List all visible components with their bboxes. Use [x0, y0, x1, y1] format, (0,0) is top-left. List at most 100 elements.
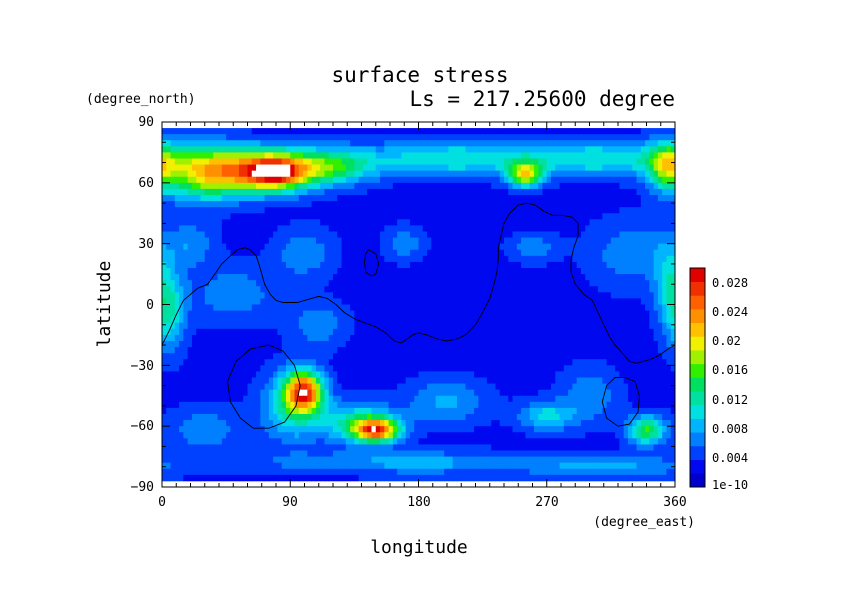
heatmap-cell: [401, 249, 407, 257]
heatmap-cell: [580, 170, 586, 178]
heatmap-cell: [414, 365, 419, 372]
heatmap-cell: [474, 243, 479, 251]
heatmap-cell: [623, 268, 629, 275]
heatmap-cell: [166, 158, 171, 165]
heatmap-cell: [538, 140, 543, 147]
heatmap-cell: [418, 310, 424, 318]
heatmap-cell: [606, 371, 612, 378]
heatmap-cell: [298, 188, 304, 196]
heatmap-cell: [499, 128, 505, 135]
heatmap-cell: [615, 255, 620, 263]
heatmap-cell: [439, 304, 445, 311]
heatmap-cell: [593, 353, 599, 360]
heatmap-cell: [572, 237, 578, 245]
heatmap-cell: [478, 140, 484, 147]
heatmap-cell: [568, 134, 573, 141]
heatmap-cell: [538, 304, 543, 311]
heatmap-cell: [670, 134, 675, 141]
heatmap-cell: [268, 249, 274, 257]
heatmap-cell: [320, 231, 325, 238]
heatmap-cell: [645, 334, 650, 342]
heatmap-cell: [580, 316, 586, 324]
heatmap-cell: [221, 328, 227, 336]
heatmap-cell: [452, 152, 458, 159]
heatmap-cell: [174, 365, 180, 372]
heatmap-cell: [405, 261, 411, 269]
heatmap-cell: [256, 328, 261, 336]
heatmap-cell: [431, 304, 436, 311]
heatmap-cell: [196, 213, 201, 220]
heatmap-cell: [572, 195, 578, 202]
heatmap-cell: [226, 304, 231, 311]
heatmap-cell: [345, 176, 351, 184]
heatmap-cell: [491, 280, 496, 287]
heatmap-cell: [217, 255, 223, 263]
heatmap-cell: [610, 298, 616, 305]
heatmap-cell: [533, 176, 539, 184]
heatmap-cell: [615, 231, 620, 238]
heatmap-cell: [209, 261, 214, 269]
heatmap-cell: [311, 304, 317, 311]
heatmap-cell: [508, 371, 513, 378]
heatmap-cell: [516, 225, 522, 232]
heatmap-cell: [619, 298, 625, 305]
heatmap-cell: [568, 353, 573, 360]
heatmap-cell: [358, 237, 364, 245]
heatmap-cell: [405, 310, 411, 318]
heatmap-cell: [333, 170, 338, 178]
heatmap-cell: [320, 341, 325, 348]
heatmap-cell: [580, 237, 586, 245]
heatmap-cell: [465, 353, 471, 360]
heatmap-cell: [640, 255, 646, 263]
heatmap-cell: [290, 334, 295, 342]
heatmap-cell: [238, 341, 244, 348]
heatmap-cell: [294, 201, 300, 208]
heatmap-cell: [358, 353, 364, 360]
heatmap-cell: [200, 207, 206, 214]
heatmap-cell: [226, 213, 231, 220]
heatmap-cell: [397, 201, 402, 208]
heatmap-cell: [521, 292, 526, 299]
heatmap-cell: [623, 347, 629, 354]
heatmap-cell: [217, 219, 223, 226]
heatmap-cell: [538, 201, 543, 208]
heatmap-cell: [226, 188, 231, 196]
heatmap-cell: [662, 365, 667, 372]
heatmap-cell: [350, 286, 355, 293]
heatmap-cell: [409, 201, 415, 208]
heatmap-cell: [610, 353, 616, 360]
heatmap-cell: [217, 377, 223, 384]
heatmap-cell: [256, 231, 261, 238]
heatmap-cell: [375, 334, 381, 342]
heatmap-cell: [632, 353, 637, 360]
heatmap-cell: [251, 255, 257, 263]
heatmap-cell: [521, 195, 526, 202]
heatmap-cell: [358, 286, 364, 293]
heatmap-cell: [662, 219, 667, 226]
heatmap-cell: [260, 170, 265, 178]
heatmap-cell: [315, 146, 321, 153]
heatmap-cell: [525, 268, 531, 275]
heatmap-cell: [606, 347, 612, 354]
heatmap-cell: [456, 377, 462, 384]
heatmap-cell: [508, 182, 513, 190]
heatmap-cell: [414, 353, 419, 360]
heatmap-cell: [657, 274, 663, 281]
heatmap-cell: [465, 304, 471, 311]
heatmap-cell: [191, 201, 197, 208]
heatmap-cell: [256, 207, 261, 214]
heatmap-cell: [315, 280, 321, 287]
heatmap-cell: [401, 188, 407, 196]
heatmap-cell: [384, 292, 389, 299]
heatmap-cell: [427, 347, 432, 354]
heatmap-cell: [636, 334, 642, 342]
heatmap-cell: [401, 134, 407, 141]
heatmap-cell: [495, 170, 501, 178]
heatmap-cell: [337, 158, 342, 165]
heatmap-cell: [380, 249, 385, 257]
heatmap-cell: [435, 231, 441, 238]
heatmap-cell: [525, 274, 531, 281]
heatmap-cell: [602, 176, 607, 184]
heatmap-cell: [183, 286, 189, 293]
heatmap-cell: [435, 377, 441, 384]
